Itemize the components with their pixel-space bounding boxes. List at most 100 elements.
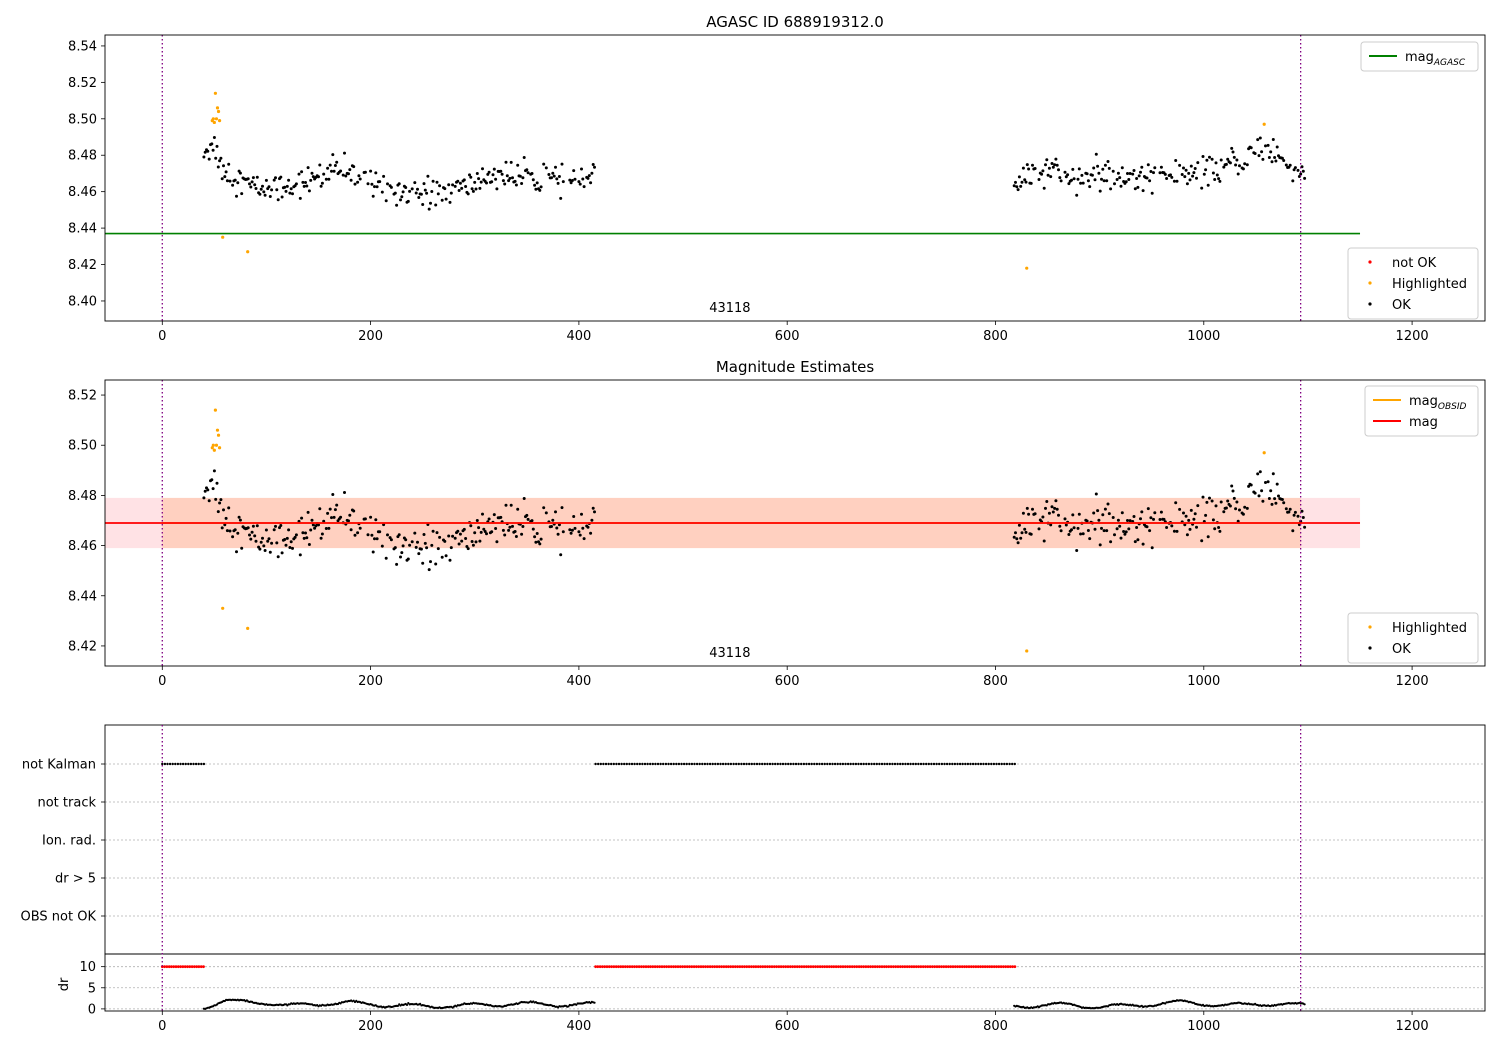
dr-threshold-marker [937,965,941,969]
data-point-ok [1226,157,1230,161]
data-point-ok [1218,529,1222,533]
data-point-ok [436,192,440,196]
data-point-ok [317,175,320,179]
flag-marker [849,762,852,766]
data-point-ok [479,530,483,534]
flag-marker [597,762,600,766]
dr-threshold-marker [745,965,749,969]
legend-label: OK [1392,642,1411,657]
dr-threshold-marker [791,965,794,969]
dr-threshold-marker [816,965,820,969]
data-point-ok [1196,161,1200,165]
data-point-ok [1234,507,1238,511]
flag-row-label: not Kalman [22,758,96,773]
data-point-ok [328,163,332,167]
data-point-ok [1124,530,1128,534]
legend-marker-swatch [1368,302,1372,306]
data-point-ok [1178,163,1182,167]
data-point-ok [1188,178,1192,182]
flag-marker [966,762,970,766]
data-point-ok [356,531,360,535]
data-point-ok [378,180,382,184]
flag-marker [823,762,826,766]
data-point-ok [1232,155,1236,159]
flag-marker [662,762,665,766]
dr-threshold-marker [926,965,930,969]
dr-threshold-marker [855,965,859,969]
data-point-ok [1277,494,1280,498]
dr-threshold-marker [924,965,927,969]
data-point-ok [457,189,461,192]
flag-marker [919,762,923,766]
dr-threshold-marker [976,965,980,969]
data-point-ok [1210,157,1214,161]
dr-y-tick-label: 0 [88,1002,96,1017]
flag-marker [886,762,889,766]
data-point-ok [318,507,322,511]
dr-threshold-marker [601,965,604,969]
data-point-ok [207,499,211,503]
data-point-highlighted [214,443,219,447]
data-point-ok [1053,506,1057,510]
data-point-ok [1266,480,1270,484]
x-tick-label: 600 [775,1019,800,1034]
dr-threshold-marker [882,965,886,969]
data-point-ok [302,536,306,540]
dr-threshold-marker [830,965,833,969]
flag-marker [833,762,837,766]
data-point-ok [419,192,423,196]
data-point-ok [1046,173,1050,177]
data-point-ok [339,515,343,519]
data-point-ok [228,179,232,183]
obsid-label: 43118 [709,301,750,316]
dr-threshold-marker [821,965,824,969]
data-point-ok [1213,178,1217,181]
data-point-ok [509,160,513,164]
data-point-ok [550,176,553,180]
data-point-ok [479,180,483,184]
data-point-ok [551,518,555,522]
legend-label: not OK [1392,256,1437,271]
data-point-ok [1115,527,1119,531]
data-point-ok [1273,497,1277,501]
data-point-ok [399,198,402,202]
flag-marker [189,762,193,766]
data-point-ok [1152,517,1155,521]
data-point-ok [503,182,507,186]
flag-marker [820,762,824,766]
dr-threshold-marker [688,965,691,969]
data-point-ok [425,546,429,550]
dr-threshold-marker [967,965,971,969]
data-point-ok [478,186,482,190]
dr-threshold-marker [846,965,849,969]
data-point-ok [259,540,263,544]
dr-threshold-marker [651,965,655,969]
flag-marker [935,762,938,766]
data-point-ok [276,555,280,559]
data-point-ok [353,533,357,537]
legend-label: Highlighted [1392,277,1467,292]
data-point-ok [568,528,572,532]
data-point-ok [352,509,356,513]
dr-threshold-marker [809,965,813,969]
data-point-highlighted [213,408,217,412]
data-point-ok [447,534,451,538]
data-point-ok [530,519,534,523]
data-point-ok [1025,506,1029,510]
ok-points [202,469,1307,572]
dr-threshold-marker [183,965,187,969]
data-point-ok [1139,517,1142,521]
data-point-highlighted [213,91,217,95]
data-point-ok [1100,526,1103,530]
data-point-ok [1119,184,1123,188]
data-point-ok [1204,513,1208,517]
flag-marker [1005,762,1009,766]
data-point-ok [560,506,564,510]
data-point-ok [490,180,494,184]
dr-threshold-marker [772,965,776,969]
flag-marker [735,762,738,766]
flag-marker [181,762,185,766]
flag-marker [958,762,962,766]
dr-threshold-marker [635,965,639,969]
data-point-ok [1303,525,1307,529]
